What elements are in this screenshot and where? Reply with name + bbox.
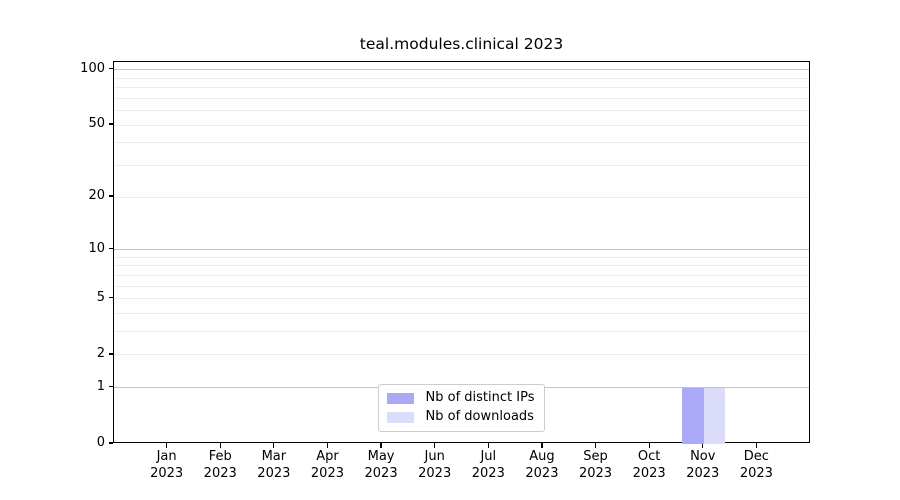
minor-gridline-2: [114, 354, 809, 356]
plot-area: Nb of distinct IPs Nb of downloads: [113, 61, 810, 444]
x-tick-label-jan-2023: Jan 2023: [150, 449, 184, 481]
bar-nb-of-downloads-nov-2023: [703, 387, 726, 444]
minor-gridline-3: [114, 331, 809, 333]
major-gridline-10: [114, 249, 809, 250]
x-tick-label-jul-2023: Jul 2023: [471, 449, 505, 481]
x-tick-label-nov-2023: Nov 2023: [686, 449, 720, 481]
x-tick-label-oct-2023: Oct 2023: [632, 449, 666, 481]
bar-nb-of-distinct-ips-nov-2023: [682, 387, 704, 444]
minor-gridline-60: [114, 110, 809, 112]
y-tick-label-1: 1: [96, 378, 105, 394]
x-tick-mark-jan-2023: [165, 443, 168, 448]
x-tick-mark-dec-2023: [755, 443, 758, 448]
x-tick-mark-mar-2023: [273, 443, 275, 448]
y-tick-mark-5: [108, 297, 113, 299]
legend-label-distinct-ips: Nb of distinct IPs: [425, 390, 535, 405]
x-tick-label-dec-2023: Dec 2023: [739, 449, 773, 481]
minor-gridline-40: [114, 142, 809, 144]
minor-gridline-30: [114, 164, 809, 166]
x-tick-label-sep-2023: Sep 2023: [578, 449, 613, 481]
minor-gridline-6: [114, 285, 809, 287]
minor-gridline-90: [114, 77, 809, 79]
x-tick-label-feb-2023: Feb 2023: [203, 449, 237, 481]
minor-gridline-50: [114, 124, 809, 126]
legend: Nb of distinct IPs Nb of downloads: [377, 384, 546, 432]
y-tick-label-50: 50: [88, 116, 105, 132]
minor-gridline-9: [114, 256, 809, 258]
x-tick-label-apr-2023: Apr 2023: [310, 449, 344, 481]
y-tick-mark-20: [108, 195, 113, 197]
minor-gridline-20: [114, 196, 809, 198]
chart-title: teal.modules.clinical 2023: [359, 35, 564, 53]
x-tick-mark-nov-2023: [702, 443, 704, 448]
x-tick-label-jun-2023: Jun 2023: [418, 449, 452, 481]
x-tick-mark-apr-2023: [326, 443, 329, 448]
x-tick-label-mar-2023: Mar 2023: [257, 449, 291, 481]
y-tick-label-10: 10: [88, 240, 105, 256]
y-tick-label-5: 5: [96, 289, 105, 305]
legend-item-distinct-ips: Nb of distinct IPs: [386, 390, 535, 406]
minor-gridline-80: [114, 87, 809, 89]
y-tick-mark-2: [108, 353, 113, 355]
y-tick-label-20: 20: [88, 188, 105, 204]
x-tick-mark-jul-2023: [487, 443, 489, 448]
x-tick-mark-may-2023: [380, 443, 382, 448]
minor-gridline-70: [114, 97, 809, 99]
y-tick-label-100: 100: [80, 60, 105, 76]
legend-swatch-distinct-ips: [386, 392, 414, 404]
legend-item-downloads: Nb of downloads: [386, 409, 535, 425]
x-tick-mark-jun-2023: [434, 443, 436, 448]
minor-gridline-5: [114, 298, 809, 300]
x-tick-mark-aug-2023: [541, 443, 543, 448]
x-tick-mark-sep-2023: [594, 443, 597, 448]
minor-gridline-7: [114, 274, 809, 276]
minor-gridline-8: [114, 265, 809, 267]
y-tick-label-2: 2: [96, 345, 105, 361]
y-tick-mark-100: [108, 68, 113, 70]
x-tick-label-aug-2023: Aug 2023: [525, 449, 559, 481]
y-tick-mark-1: [108, 386, 113, 388]
legend-label-downloads: Nb of downloads: [425, 409, 534, 424]
y-tick-mark-10: [108, 247, 113, 250]
y-tick-label-0: 0: [96, 435, 105, 450]
y-tick-mark-50: [108, 123, 113, 125]
legend-swatch-downloads: [386, 411, 414, 423]
x-tick-mark-oct-2023: [648, 443, 650, 448]
minor-gridline-4: [114, 312, 809, 314]
major-gridline-100: [114, 69, 809, 71]
x-tick-mark-feb-2023: [219, 443, 221, 448]
x-tick-label-may-2023: May 2023: [364, 449, 398, 481]
y-tick-mark-0: [108, 442, 113, 444]
